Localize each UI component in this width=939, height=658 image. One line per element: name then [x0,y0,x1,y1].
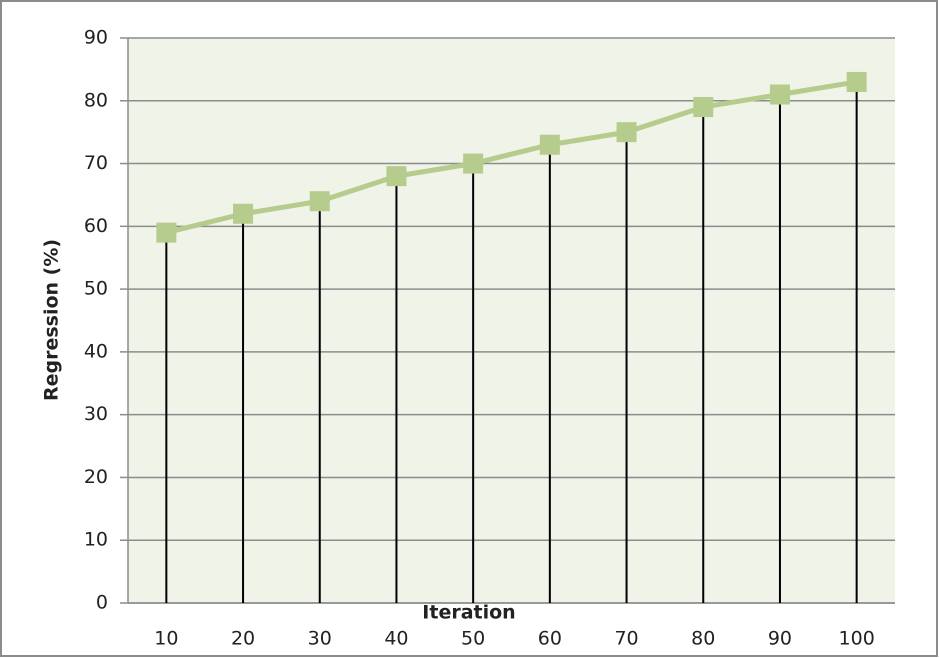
y-tick-label: 20 [84,466,108,488]
y-tick-label: 70 [84,152,108,174]
marker [846,71,867,92]
marker [156,222,177,243]
y-tick-label: 0 [96,592,108,614]
x-tick-label: 100 [839,628,875,650]
y-tick-label: 10 [84,529,108,551]
x-tick-label: 50 [461,628,485,650]
marker [386,166,407,187]
y-axis-label: Regression (%) [41,239,63,401]
y-tick-label: 90 [84,27,108,49]
marker [463,153,484,174]
x-axis-label: Iteration [422,602,515,624]
marker [616,122,637,143]
y-tick-label: 40 [84,340,108,362]
x-tick-label: 30 [308,628,332,650]
marker [309,191,330,212]
x-tick-label: 10 [154,628,178,650]
plot-area [128,38,895,603]
data-line [165,79,858,236]
x-tick-label: 60 [538,628,562,650]
y-tick-label: 50 [84,278,108,300]
marker [539,134,560,155]
x-tick-label: 70 [614,628,638,650]
marker [233,203,254,224]
y-tick-label: 30 [84,403,108,425]
marker [693,97,714,118]
x-tick-label: 80 [691,628,715,650]
y-tick-label: 60 [84,215,108,237]
y-tick-label: 80 [84,89,108,111]
x-tick-label: 40 [384,628,408,650]
x-tick-label: 90 [768,628,792,650]
marker [769,84,790,105]
x-tick-label: 20 [231,628,255,650]
